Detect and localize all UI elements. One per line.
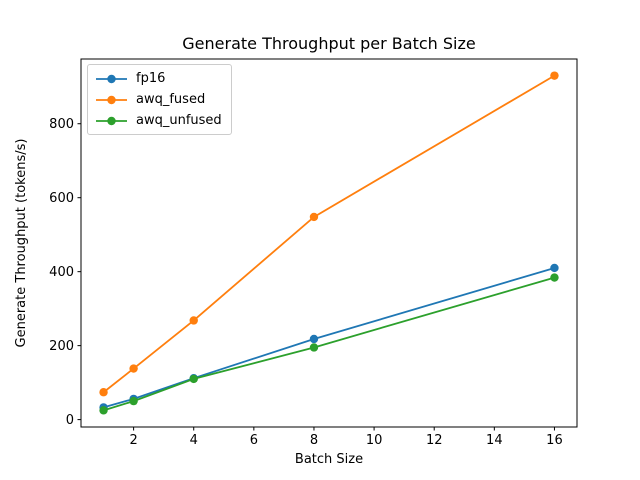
y-tick-label: 800	[49, 117, 74, 132]
x-tick-label: 8	[310, 433, 318, 448]
marker-awq_fused-x1	[99, 388, 108, 397]
marker-fp16-x16	[550, 263, 559, 273]
y-tick-label: 200	[49, 339, 74, 354]
legend-item-awq_fused: awq_fused	[95, 89, 222, 110]
marker-awq_fused-x8	[309, 212, 319, 222]
legend-marker	[107, 95, 116, 104]
marker-fp16-x8	[309, 334, 319, 344]
axes-frame	[80, 58, 578, 428]
y-tick-label: 400	[49, 265, 74, 280]
legend-item-fp16: fp16	[95, 68, 222, 89]
y-tick-label: 600	[49, 191, 74, 206]
marker-awq_unfused-x1	[99, 406, 108, 415]
marker-awq_unfused-x4	[189, 374, 198, 384]
marker-awq_fused-x4	[189, 316, 198, 325]
legend-line-sample-icon	[96, 74, 127, 83]
x-tick-label: 10	[366, 433, 383, 448]
marker-awq_unfused-x16	[550, 273, 559, 282]
y-tick-label: 0	[66, 413, 74, 428]
legend-line-sample-icon	[96, 95, 127, 104]
chart-title: Generate Throughput per Batch Size	[182, 34, 476, 53]
legend-marker	[107, 116, 116, 125]
legend-marker	[107, 74, 116, 83]
legend-line-sample-icon	[96, 116, 127, 125]
marker-awq_unfused-x2	[129, 396, 138, 406]
legend-item-awq_unfused: awq_unfused	[95, 110, 222, 131]
marker-awq_fused-x2	[129, 364, 138, 373]
x-tick-label: 2	[129, 433, 137, 448]
legend: fp16 awq_fused awq_unfused	[87, 64, 232, 135]
marker-awq_fused-x16	[550, 71, 559, 80]
x-tick-label: 12	[426, 433, 443, 448]
x-tick-label: 14	[486, 433, 503, 448]
legend-label-fp16: fp16	[136, 71, 166, 86]
y-axis-label: Generate Throughput (tokens/s)	[14, 138, 29, 348]
x-axis-label: Batch Size	[294, 452, 364, 467]
legend-label-awq_fused: awq_fused	[136, 92, 206, 107]
series-line-awq_unfused	[103, 276, 555, 412]
marker-awq_unfused-x8	[309, 343, 319, 352]
x-tick-label: 6	[250, 433, 258, 448]
legend-label-awq_unfused: awq_unfused	[136, 113, 222, 128]
x-tick-label: 16	[546, 433, 563, 448]
x-tick-label: 4	[190, 433, 198, 448]
